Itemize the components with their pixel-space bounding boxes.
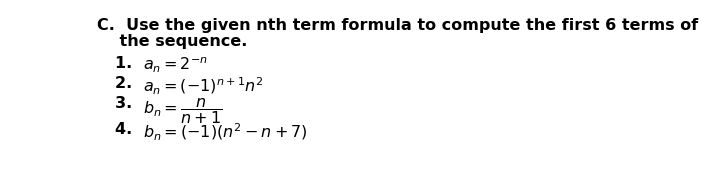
Text: 4.: 4. — [115, 122, 138, 137]
Text: $b_n = (-1)(n^2 - n + 7)$: $b_n = (-1)(n^2 - n + 7)$ — [143, 122, 307, 143]
Text: $a_n = 2^{-n}$: $a_n = 2^{-n}$ — [143, 56, 208, 75]
Text: $b_n = \dfrac{n}{n+1}$: $b_n = \dfrac{n}{n+1}$ — [143, 96, 222, 126]
Text: 1.: 1. — [115, 56, 138, 71]
Text: 3.: 3. — [115, 96, 138, 111]
Text: the sequence.: the sequence. — [97, 34, 248, 49]
Text: C.  Use the given nth term formula to compute the first 6 terms of: C. Use the given nth term formula to com… — [97, 18, 698, 33]
Text: 2.: 2. — [115, 76, 138, 91]
Text: $a_n = (-1)^{n+1}n^2$: $a_n = (-1)^{n+1}n^2$ — [143, 76, 264, 97]
